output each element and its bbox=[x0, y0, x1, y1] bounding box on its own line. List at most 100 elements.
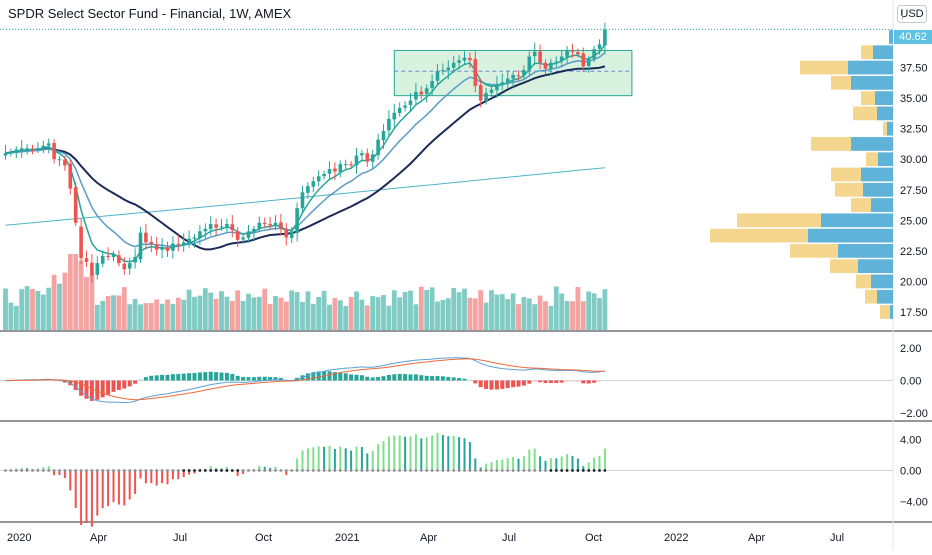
candle-body bbox=[424, 88, 429, 94]
macd-histogram-bar bbox=[494, 380, 499, 390]
volume-bar bbox=[116, 295, 122, 330]
candle-body bbox=[392, 112, 397, 120]
macd-histogram-bar bbox=[214, 372, 219, 381]
candle-body bbox=[511, 74, 515, 79]
momentum-dot bbox=[420, 469, 423, 472]
volume-bar bbox=[337, 300, 343, 330]
volume-bar bbox=[435, 301, 440, 330]
candle-body bbox=[284, 228, 289, 238]
candle-body bbox=[408, 100, 413, 106]
macd-histogram-bar bbox=[397, 373, 402, 381]
macd-histogram-bar bbox=[349, 374, 354, 381]
candle-body bbox=[343, 164, 348, 166]
candle-body bbox=[397, 107, 402, 114]
macd-histogram-bar bbox=[100, 380, 105, 398]
macd-histogram-bar bbox=[365, 376, 370, 381]
momentum-dot bbox=[160, 469, 164, 472]
macd-histogram-bar bbox=[543, 380, 548, 384]
candle-body bbox=[90, 262, 94, 276]
volume-bar bbox=[462, 288, 467, 330]
time-axis-label: 2021 bbox=[335, 532, 359, 544]
volume-bar bbox=[143, 303, 149, 330]
volume-bar bbox=[170, 303, 176, 330]
momentum-dot bbox=[506, 469, 509, 472]
candle-body bbox=[176, 243, 181, 245]
candle-body bbox=[165, 247, 170, 251]
momentum-dot bbox=[398, 469, 401, 472]
momentum-dot bbox=[52, 469, 56, 472]
candle-body bbox=[36, 148, 40, 150]
volume-bar bbox=[483, 302, 489, 330]
candle-body bbox=[527, 56, 532, 71]
volume-bar bbox=[543, 301, 548, 330]
macd-histogram-bar bbox=[89, 380, 94, 401]
macd-histogram-bar bbox=[430, 376, 435, 381]
moving-averages bbox=[0, 28, 893, 263]
price-axis-label: 32.50 bbox=[900, 124, 928, 136]
vp-row-down bbox=[851, 198, 871, 212]
candle-body bbox=[257, 222, 262, 229]
candle-body bbox=[111, 254, 116, 258]
vp-row-up bbox=[858, 259, 893, 274]
macd-histogram-bar bbox=[79, 380, 84, 396]
momentum-dot bbox=[150, 469, 153, 472]
volume-bar bbox=[386, 305, 392, 330]
macd-histogram-bar bbox=[305, 373, 310, 381]
macd-histogram-bar bbox=[332, 372, 337, 381]
momentum-dot bbox=[409, 469, 412, 472]
volume-bars bbox=[3, 254, 608, 330]
candle-body bbox=[52, 142, 56, 160]
candle-body bbox=[559, 56, 564, 61]
volume-bar bbox=[256, 296, 262, 330]
momentum-dot bbox=[322, 469, 326, 472]
macd-histogram-bar bbox=[208, 371, 213, 381]
candle-body bbox=[338, 164, 343, 172]
candle-body bbox=[295, 208, 299, 233]
macd-histogram-bar bbox=[500, 380, 505, 389]
macd-histogram-bar bbox=[187, 373, 192, 381]
macd-histogram-bar bbox=[122, 380, 127, 389]
momentum-dot bbox=[209, 469, 212, 472]
macd-histogram-bar bbox=[451, 377, 456, 381]
macd-histogram-bar bbox=[565, 380, 570, 382]
momentum-dot bbox=[117, 469, 121, 472]
volume-bar bbox=[154, 299, 160, 330]
volume-bar bbox=[24, 286, 30, 330]
macd-histogram-bar bbox=[176, 373, 181, 381]
time-axis-label: Jul bbox=[173, 532, 187, 544]
momentum-dot bbox=[241, 469, 245, 472]
ma-200-line bbox=[5, 167, 605, 226]
ema-10-line bbox=[5, 44, 606, 263]
volume-bar bbox=[580, 301, 586, 330]
momentum-dot bbox=[36, 469, 40, 472]
volume-bar bbox=[78, 260, 84, 330]
currency-button[interactable]: USD bbox=[897, 5, 927, 23]
volume-bar bbox=[267, 303, 273, 330]
candle-body bbox=[549, 62, 553, 70]
volume-bar bbox=[597, 298, 602, 330]
volume-bar bbox=[251, 297, 257, 330]
macd-histogram-bar bbox=[73, 380, 78, 390]
candle-body bbox=[516, 75, 521, 77]
volume-bar bbox=[229, 300, 235, 330]
volume-bar bbox=[181, 299, 187, 330]
volume-bar bbox=[235, 290, 241, 330]
momentum-dot bbox=[301, 469, 304, 472]
momentum-dot bbox=[204, 469, 207, 472]
volume-bar bbox=[591, 293, 597, 330]
volume-bar bbox=[381, 295, 386, 330]
candle-body bbox=[144, 232, 148, 243]
macd-line bbox=[5, 357, 605, 404]
macd-histogram-bar bbox=[170, 374, 175, 381]
momentum-dot bbox=[376, 469, 380, 472]
macd-histogram-bar bbox=[532, 380, 537, 383]
momentum-dot bbox=[25, 469, 29, 472]
vp-row-up bbox=[838, 244, 893, 258]
momentum-dot bbox=[468, 469, 472, 472]
macd-axis-label: 2.00 bbox=[900, 343, 921, 355]
volume-bar bbox=[348, 296, 354, 330]
volume-bar bbox=[46, 287, 52, 330]
candle-body bbox=[441, 70, 445, 72]
volume-bar bbox=[429, 287, 435, 330]
